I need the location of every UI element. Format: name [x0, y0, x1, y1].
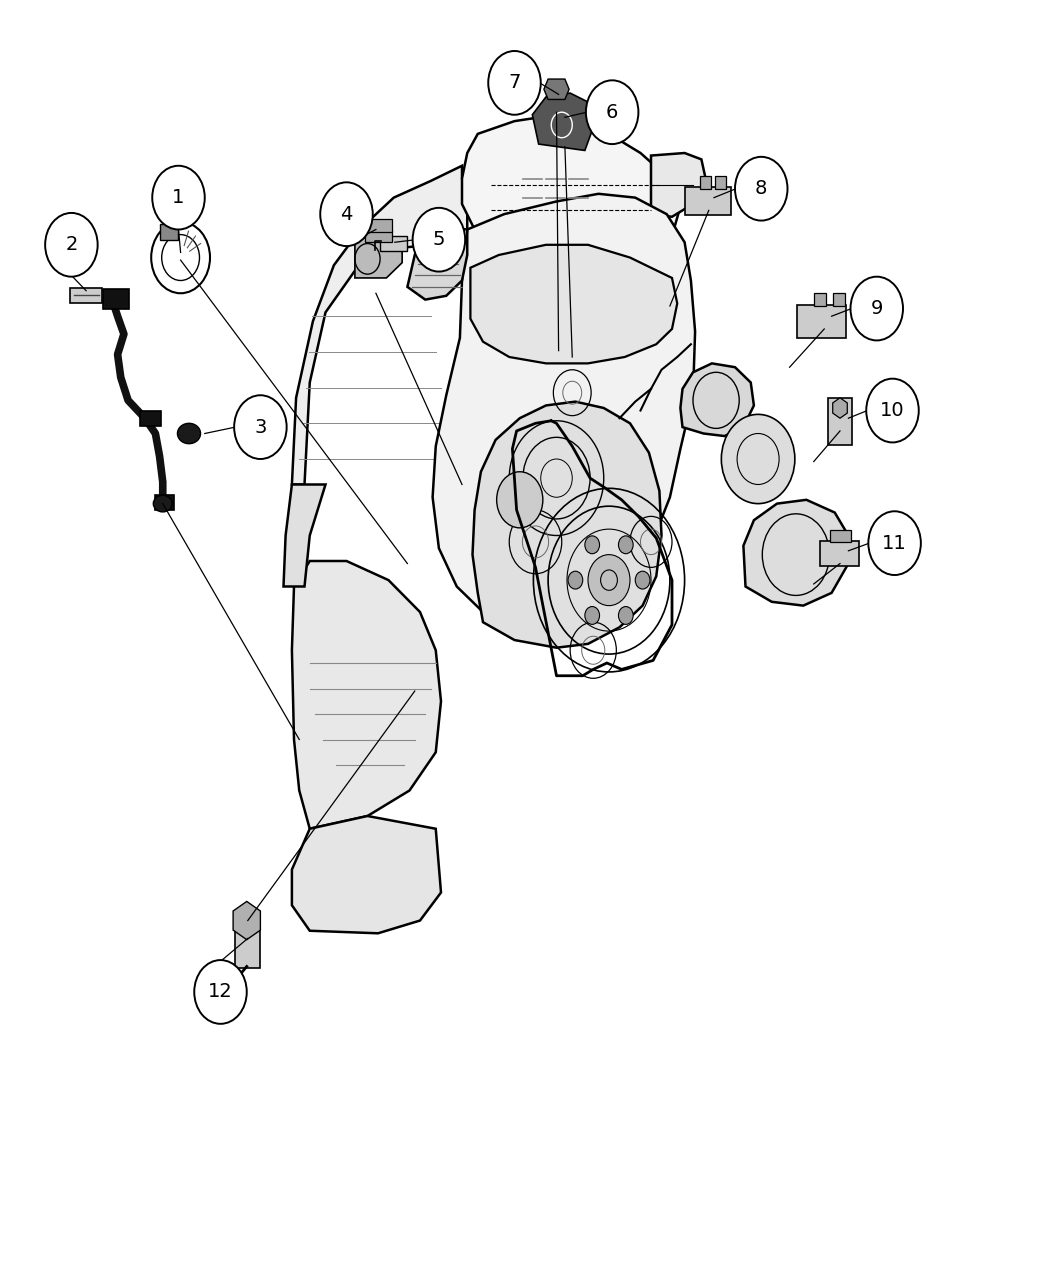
FancyBboxPatch shape: [70, 288, 102, 303]
Circle shape: [194, 960, 247, 1024]
FancyBboxPatch shape: [828, 398, 852, 445]
Text: 1: 1: [172, 189, 185, 207]
Text: 2: 2: [65, 236, 78, 254]
Polygon shape: [532, 93, 593, 150]
Polygon shape: [462, 115, 680, 270]
Circle shape: [850, 277, 903, 340]
Ellipse shape: [177, 423, 201, 444]
FancyBboxPatch shape: [380, 236, 407, 251]
Circle shape: [588, 555, 630, 606]
Circle shape: [721, 414, 795, 504]
FancyBboxPatch shape: [103, 289, 129, 309]
Text: 6: 6: [606, 103, 618, 121]
Text: 12: 12: [208, 983, 233, 1001]
FancyBboxPatch shape: [833, 293, 845, 306]
Circle shape: [488, 51, 541, 115]
FancyBboxPatch shape: [365, 230, 392, 242]
Circle shape: [320, 182, 373, 246]
Text: 10: 10: [880, 402, 905, 419]
Text: 9: 9: [870, 300, 883, 317]
Polygon shape: [680, 363, 754, 436]
Circle shape: [497, 472, 543, 528]
Polygon shape: [284, 484, 326, 586]
Circle shape: [866, 379, 919, 442]
Polygon shape: [407, 227, 467, 300]
Text: 11: 11: [882, 534, 907, 552]
Polygon shape: [472, 402, 662, 648]
FancyBboxPatch shape: [160, 224, 178, 240]
Text: 8: 8: [755, 180, 768, 198]
Circle shape: [635, 571, 650, 589]
Circle shape: [868, 511, 921, 575]
Circle shape: [585, 607, 600, 625]
Polygon shape: [544, 79, 569, 99]
Circle shape: [234, 395, 287, 459]
Polygon shape: [433, 194, 695, 622]
Circle shape: [618, 536, 633, 553]
Circle shape: [45, 213, 98, 277]
FancyBboxPatch shape: [814, 293, 826, 306]
Circle shape: [618, 607, 633, 625]
Ellipse shape: [153, 495, 172, 513]
Text: 5: 5: [433, 231, 445, 249]
Polygon shape: [651, 153, 706, 217]
Circle shape: [152, 166, 205, 230]
Polygon shape: [355, 233, 402, 278]
Text: 3: 3: [254, 418, 267, 436]
Circle shape: [735, 157, 788, 221]
Polygon shape: [743, 500, 848, 606]
FancyBboxPatch shape: [797, 305, 846, 338]
FancyBboxPatch shape: [700, 176, 711, 189]
Circle shape: [568, 571, 583, 589]
Text: 7: 7: [508, 74, 521, 92]
Polygon shape: [292, 166, 467, 484]
FancyBboxPatch shape: [820, 541, 859, 566]
FancyBboxPatch shape: [685, 187, 731, 215]
FancyBboxPatch shape: [715, 176, 726, 189]
Circle shape: [413, 208, 465, 272]
Text: 4: 4: [340, 205, 353, 223]
Circle shape: [586, 80, 638, 144]
FancyBboxPatch shape: [155, 495, 174, 510]
Polygon shape: [470, 245, 677, 363]
Polygon shape: [292, 561, 441, 829]
Circle shape: [230, 975, 243, 991]
Polygon shape: [292, 816, 441, 933]
FancyBboxPatch shape: [830, 530, 850, 542]
FancyBboxPatch shape: [235, 914, 260, 968]
Circle shape: [585, 536, 600, 553]
FancyBboxPatch shape: [140, 411, 161, 426]
FancyBboxPatch shape: [365, 219, 392, 232]
